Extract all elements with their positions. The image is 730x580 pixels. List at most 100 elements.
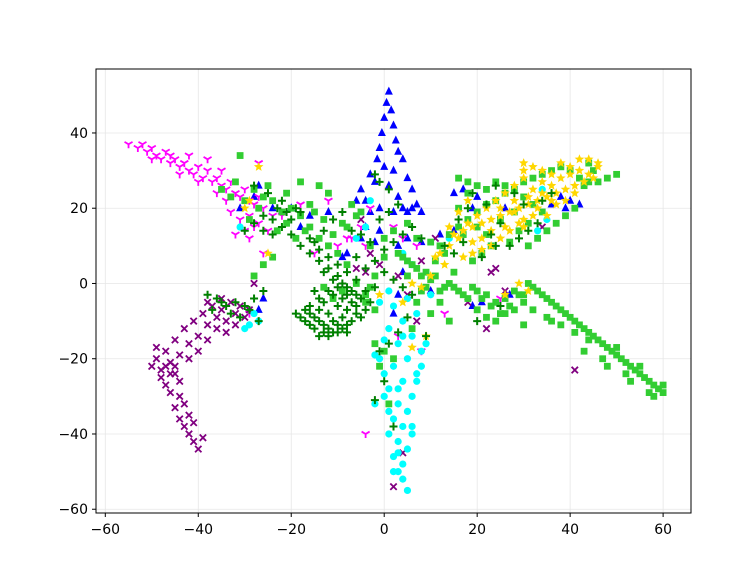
data-point [338,219,346,227]
data-point [472,210,482,220]
data-point [305,234,314,243]
data-point [361,305,370,314]
data-point [403,486,412,495]
data-point [268,230,277,239]
data-point [301,305,310,314]
data-point [306,223,314,231]
data-point [617,355,625,363]
data-point [518,165,529,175]
data-point [580,325,588,333]
data-point [467,248,478,258]
data-point [385,407,393,416]
data-point [500,222,510,232]
data-point [370,170,379,179]
data-point [523,199,534,209]
data-point [408,325,416,333]
data-point [371,351,379,359]
data-point [622,359,630,366]
data-point [431,272,439,280]
y-tick-label: −40 [58,427,88,443]
data-point [180,422,189,431]
data-point [458,252,468,262]
data-point [585,159,593,167]
data-point [371,340,379,348]
data-point [352,290,361,299]
data-point [362,223,370,231]
data-point [362,298,370,306]
data-point [459,291,467,299]
data-point [422,283,430,291]
data-point [338,252,347,261]
data-point [263,189,272,198]
y-tick-label: −20 [58,352,88,368]
data-point [599,355,607,363]
data-point [491,181,500,190]
data-point [306,201,314,208]
data-point [235,193,245,201]
data-point [552,219,560,227]
data-point [547,189,556,198]
data-point [473,191,482,200]
data-point [157,373,165,382]
data-point [417,362,425,370]
data-point [310,324,319,333]
data-point [524,242,532,250]
data-point [236,203,245,212]
data-point [529,201,537,208]
data-point [375,143,384,152]
axis-ticks: −60 −40 −20 0 20 40 60 −60 −40 −20 0 20 40 [58,126,672,538]
data-point [325,242,332,250]
data-point [570,180,580,190]
data-point [240,226,249,235]
data-point [570,366,579,374]
data-point [394,272,402,280]
data-point [189,317,198,325]
data-point [333,320,342,329]
data-point [325,189,332,197]
data-point [338,313,347,322]
data-point [236,152,244,159]
data-point [403,407,412,416]
data-point [537,188,548,198]
data-point [509,206,520,217]
data-point [594,178,602,186]
data-point [500,289,510,299]
data-point [439,259,450,269]
data-point [343,283,352,292]
data-point [184,167,194,175]
data-point [588,173,599,183]
data-point [343,223,351,231]
data-point [357,208,365,216]
data-point [380,268,389,277]
data-point [608,347,616,355]
data-point [371,272,379,280]
data-point [538,208,546,216]
data-point [333,283,342,292]
data-point [324,309,333,318]
data-point [253,161,264,171]
data-point [171,403,179,412]
data-point [422,268,430,276]
data-point [579,176,589,186]
data-point [659,381,667,389]
data-point [394,328,403,337]
data-points [124,86,667,495]
data-point [380,392,388,400]
data-point [417,272,425,280]
data-point [412,199,421,208]
data-point [551,199,561,209]
data-point [537,176,548,186]
data-point [523,286,534,296]
data-point [510,189,519,198]
y-tick-label: 0 [79,276,88,292]
data-point [538,170,546,178]
data-point [175,415,184,423]
data-point [389,165,398,174]
data-point [250,219,259,228]
data-point [394,200,403,209]
data-point [407,278,417,288]
data-point [455,287,462,295]
data-point [283,219,290,227]
data-point [245,305,254,314]
data-point [403,445,412,453]
